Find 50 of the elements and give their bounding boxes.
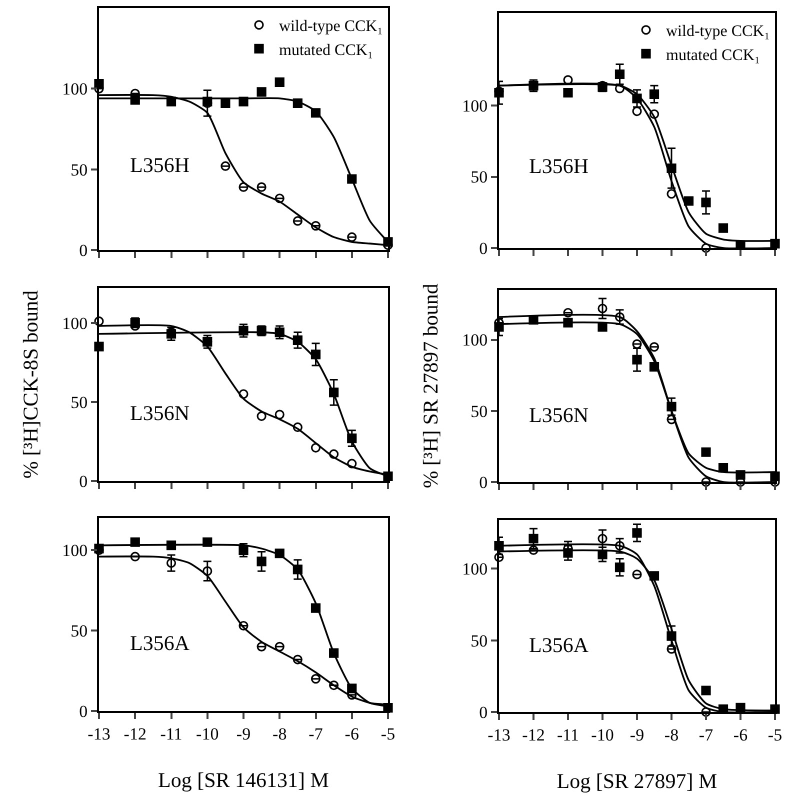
legend-label: wild-type CCK₁: [666, 23, 770, 40]
y-tick-label: 0: [79, 702, 88, 721]
x-axis-title: Log [SR 27897] M: [556, 769, 718, 794]
legend-label: mutated CCK₁: [666, 46, 760, 64]
annotation: L356N: [529, 403, 588, 427]
annotation: L356A: [529, 633, 590, 657]
y-tick-label: 100: [462, 560, 488, 579]
y-tick-label: 100: [62, 80, 88, 99]
x-tick-label: -5: [768, 725, 782, 744]
y-axis-title: % [³H]CCK-8S bound: [18, 290, 43, 479]
y-tick-label: 0: [79, 472, 88, 491]
y-tick-label: 0: [479, 238, 488, 258]
y-tick-label: 100: [462, 330, 488, 350]
x-tick-label: -11: [556, 725, 580, 744]
legend-label: wild-type CCK₁: [279, 18, 383, 36]
x-tick-label: -7: [698, 725, 714, 744]
x-tick-label: -6: [733, 725, 748, 744]
x-axis-title: Log [SR 146131] M: [158, 768, 330, 792]
y-tick-label: 100: [62, 314, 88, 333]
x-tick-label: -9: [630, 725, 644, 744]
legend-label: mutated CCK₁: [279, 42, 374, 59]
y-tick-label: 50: [70, 622, 88, 641]
x-tick-label: -8: [664, 725, 679, 744]
x-tick-label: -8: [272, 724, 287, 744]
x-tick-label: -12: [522, 725, 545, 744]
y-tick-label: 100: [62, 541, 88, 560]
annotation: L356H: [529, 154, 588, 178]
y-tick-label: 100: [462, 96, 488, 116]
x-tick-label: -13: [488, 725, 510, 744]
x-tick-label: -9: [236, 724, 251, 744]
x-tick-label: -10: [591, 725, 614, 744]
y-tick-label: 50: [470, 168, 488, 187]
x-tick-label: -7: [308, 724, 324, 744]
y-tick-label: 50: [470, 402, 488, 421]
y-tick-label: 0: [479, 472, 488, 492]
annotation: L356H: [130, 153, 190, 177]
y-tick-label: 0: [479, 702, 488, 722]
x-tick-label: -13: [88, 724, 110, 744]
y-tick-label: 0: [79, 240, 88, 260]
y-tick-label: 50: [70, 160, 88, 180]
y-axis-title: % [³H] SR 27897 bound: [418, 283, 443, 488]
x-tick-label: -12: [124, 724, 146, 744]
annotation: L356N: [130, 401, 190, 425]
x-tick-label: -11: [160, 724, 182, 744]
annotation: L356A: [130, 631, 190, 655]
y-tick-label: 50: [470, 631, 488, 650]
x-tick-label: -10: [196, 724, 219, 744]
x-tick-label: -5: [380, 724, 396, 744]
y-tick-label: 50: [70, 392, 88, 412]
x-tick-label: -6: [344, 724, 359, 744]
